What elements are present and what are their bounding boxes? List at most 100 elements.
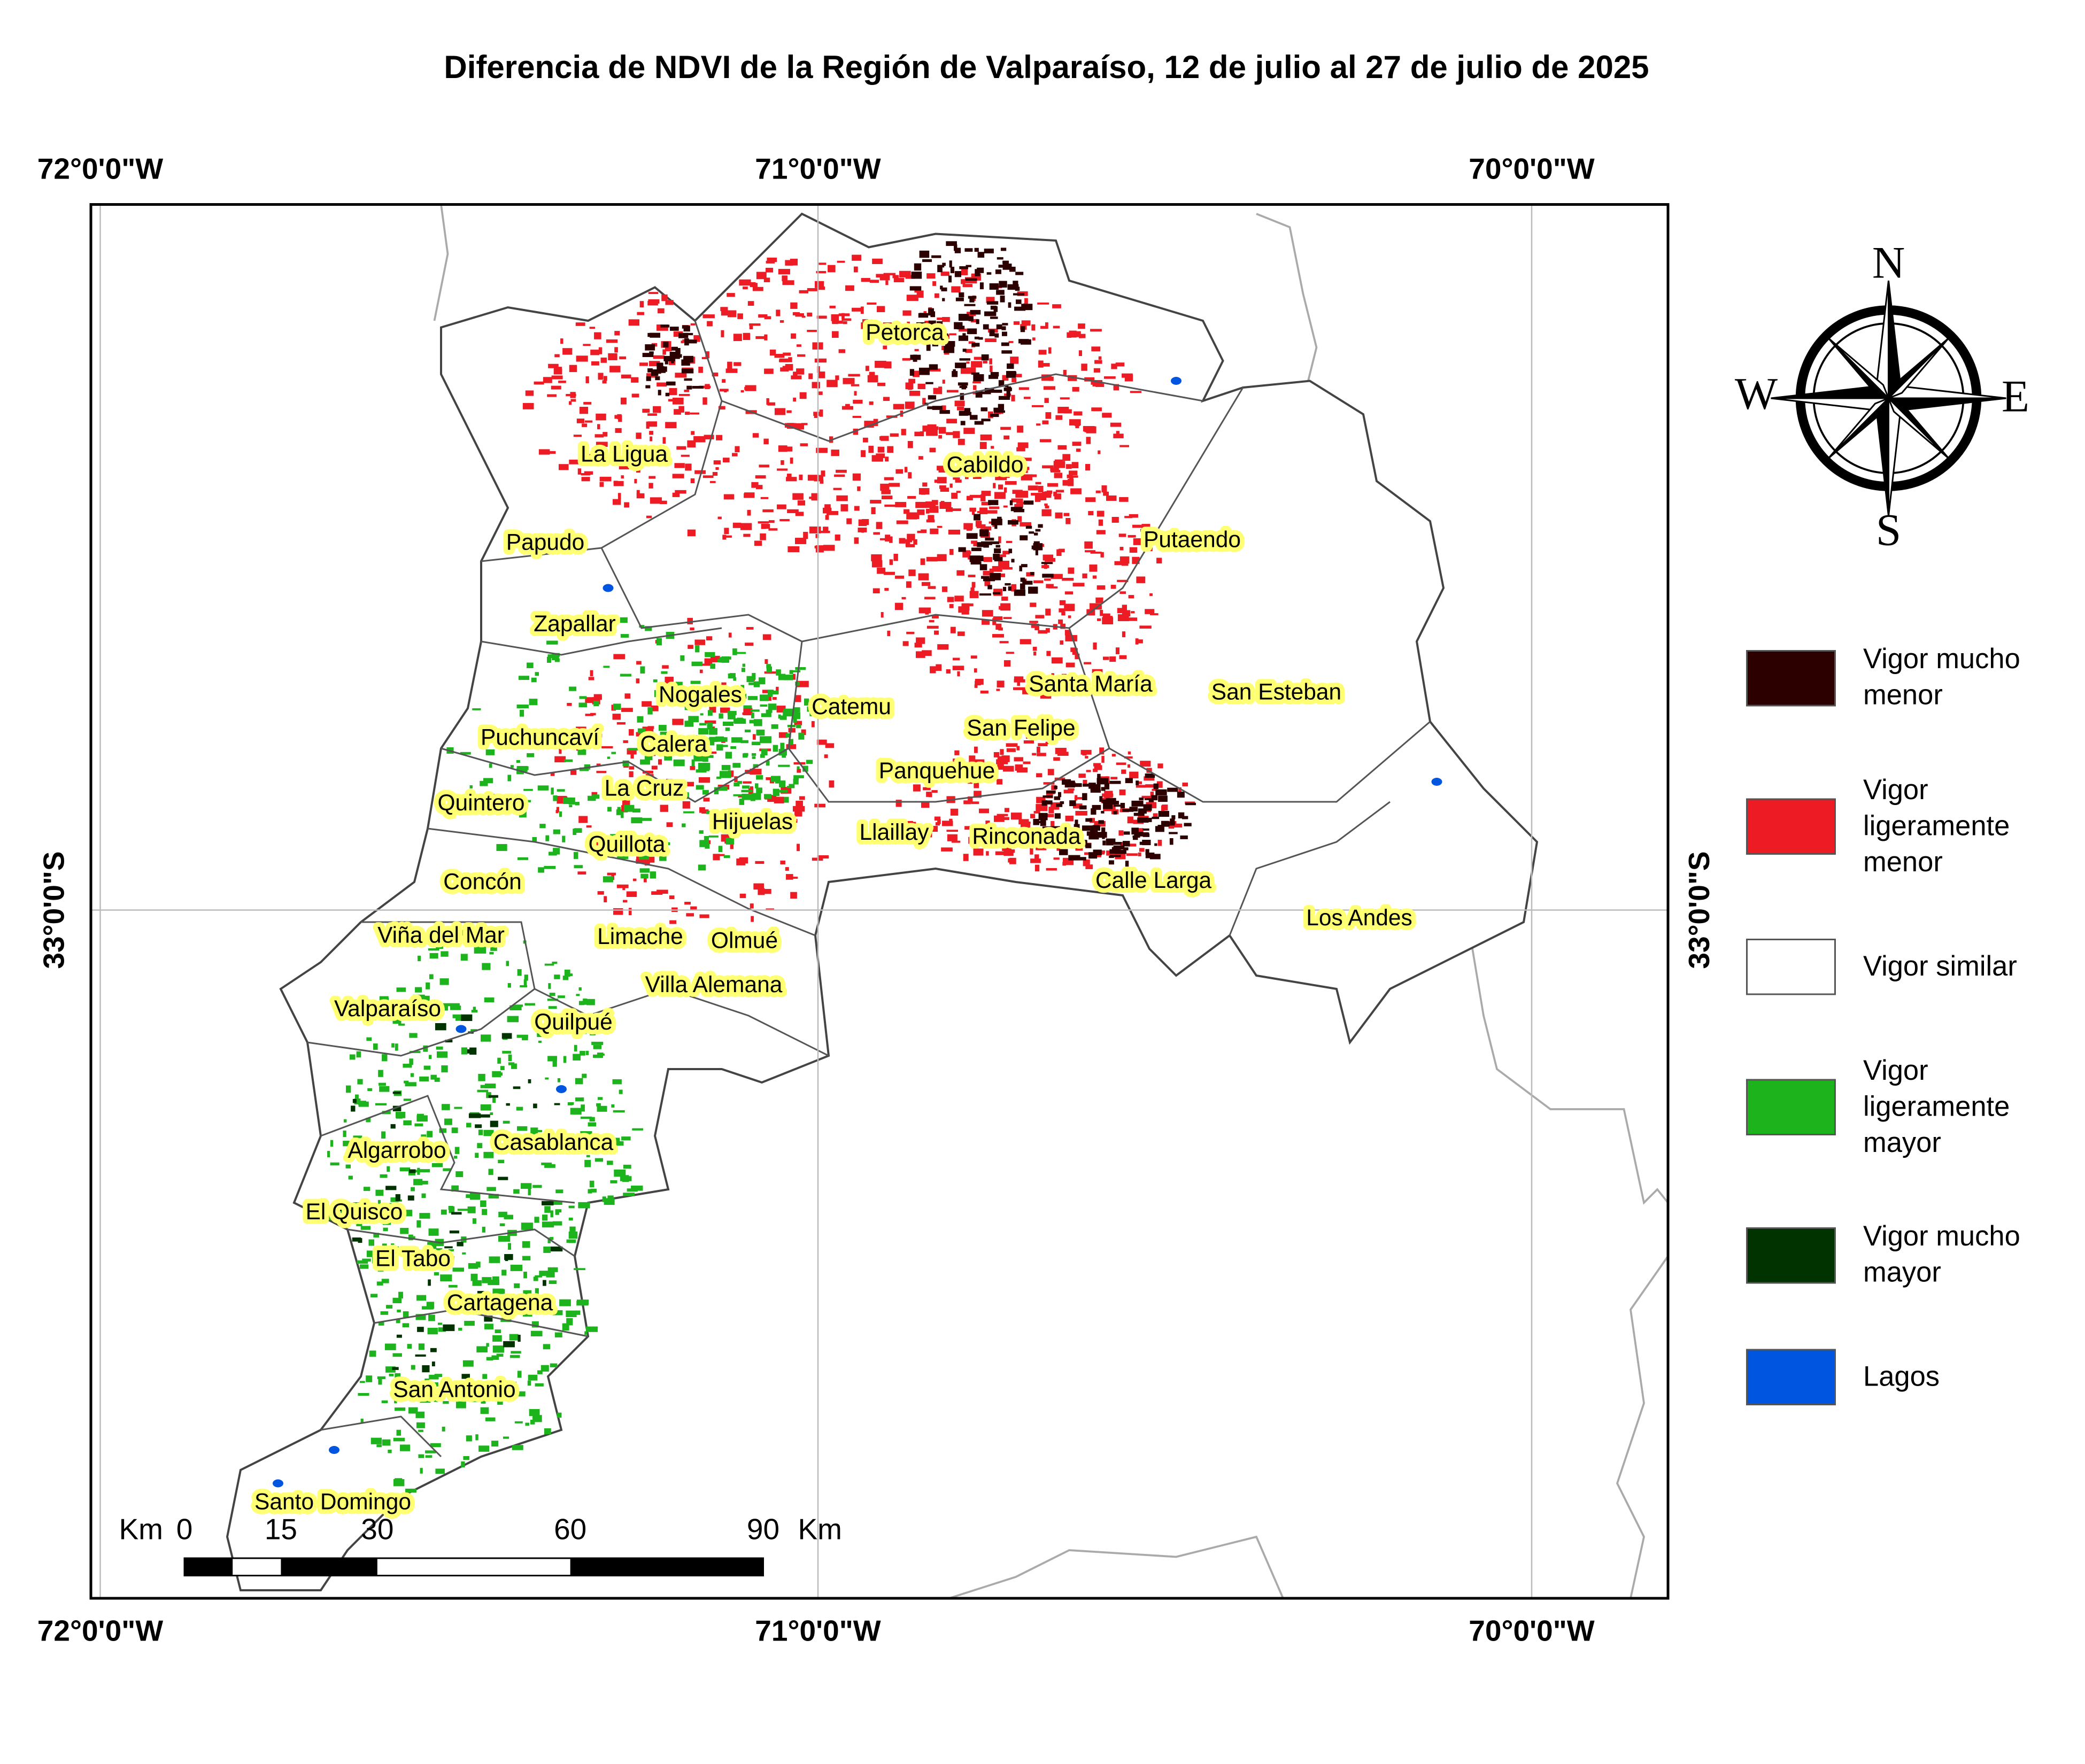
vegetation-patch [1053,857,1060,860]
vegetation-patch [535,1383,544,1387]
vegetation-patch [814,281,824,288]
vegetation-patch [965,603,974,607]
vegetation-patch [547,394,557,397]
vegetation-patch [326,1215,332,1220]
vegetation-patch [939,485,946,489]
vegetation-patch [994,492,1006,499]
vegetation-patch [455,1017,462,1021]
vegetation-patch [1109,855,1114,858]
vegetation-patch [763,277,770,282]
vegetation-patch [787,546,800,553]
vegetation-patch [676,446,686,450]
vegetation-patch [1034,864,1040,872]
vegetation-patch [766,664,771,669]
vegetation-patch [435,1468,445,1474]
vegetation-patch [1169,832,1178,834]
vegetation-patch [1041,562,1053,564]
vegetation-patch [759,694,769,701]
vegetation-patch [1021,304,1033,311]
vegetation-patch [1042,491,1052,496]
vegetation-patch [500,932,506,935]
scale-segment [184,1558,233,1576]
vegetation-patch [667,842,670,846]
vegetation-patch [1122,605,1128,612]
vegetation-patch [1031,324,1036,331]
vegetation-patch [631,831,634,836]
vegetation-patch [1022,581,1033,585]
legend-label-box: Vigor similar [1863,951,2017,982]
vegetation-patch [678,394,690,396]
vegetation-patch [436,1046,443,1050]
vegetation-patch [767,402,776,406]
vegetation-patch [971,547,982,551]
vegetation-patch [809,711,815,716]
vegetation-patch [926,519,935,523]
vegetation-patch [802,765,808,772]
vegetation-patch [597,1105,607,1112]
vegetation-patch [558,464,569,470]
vegetation-patch [511,1063,517,1069]
vegetation-patch [793,397,797,402]
vegetation-patch [786,874,793,880]
vegetation-patch [527,800,531,802]
vegetation-patch [660,804,668,812]
vegetation-patch [1079,335,1082,338]
vegetation-patch [769,349,776,356]
vegetation-patch [840,504,848,512]
vegetation-patch [895,469,904,474]
vegetation-patch [1014,676,1024,680]
vegetation-patch [1033,580,1044,583]
vegetation-patch [1103,376,1116,379]
vegetation-patch [981,354,989,361]
vegetation-patch [974,247,979,252]
vegetation-patch [996,688,1000,691]
vegetation-patch [1120,841,1123,847]
vegetation-patch [593,1045,602,1049]
vegetation-patch [1053,326,1060,329]
vegetation-patch [921,801,930,808]
vegetation-patch [1034,624,1039,630]
vegetation-patch [990,316,998,319]
vegetation-patch [416,1148,428,1150]
vegetation-patch [382,1203,392,1209]
vegetation-patch [716,435,723,440]
vegetation-patch [478,1445,490,1452]
vegetation-patch [657,382,667,387]
vegetation-patch [642,701,652,707]
vegetation-patch [983,544,989,548]
vegetation-patch [857,486,861,491]
vegetation-patch [792,806,805,812]
vegetation-patch [1053,832,1061,837]
vegetation-patch [876,522,883,529]
vegetation-patch [794,811,802,817]
vegetation-patch [749,822,756,824]
vegetation-patch [760,533,766,540]
vegetation-patch [542,1142,547,1147]
vegetation-patch [397,1310,401,1313]
vegetation-patch [1068,478,1074,486]
vegetation-patch [503,1341,515,1348]
vegetation-patch [675,373,687,378]
vegetation-patch [984,579,991,586]
vegetation-patch [929,763,941,768]
vegetation-patch [732,763,741,768]
vegetation-patch [717,786,728,791]
vegetation-patch [966,361,970,364]
vegetation-patch [695,645,700,653]
vegetation-patch [799,474,803,481]
vegetation-patch [1036,423,1041,426]
vegetation-patch [721,656,730,663]
vegetation-patch [1084,662,1092,664]
vegetation-patch [1091,346,1101,352]
vegetation-patch [554,354,560,358]
vegetation-patch [1011,498,1023,502]
vegetation-patch [557,995,565,999]
vegetation-patch [997,516,1002,524]
vegetation-patch [994,333,999,338]
vegetation-patch [619,356,626,360]
vegetation-patch [800,443,808,446]
vegetation-patch [678,332,689,338]
vegetation-patch [858,527,867,532]
vegetation-patch [1041,800,1047,806]
